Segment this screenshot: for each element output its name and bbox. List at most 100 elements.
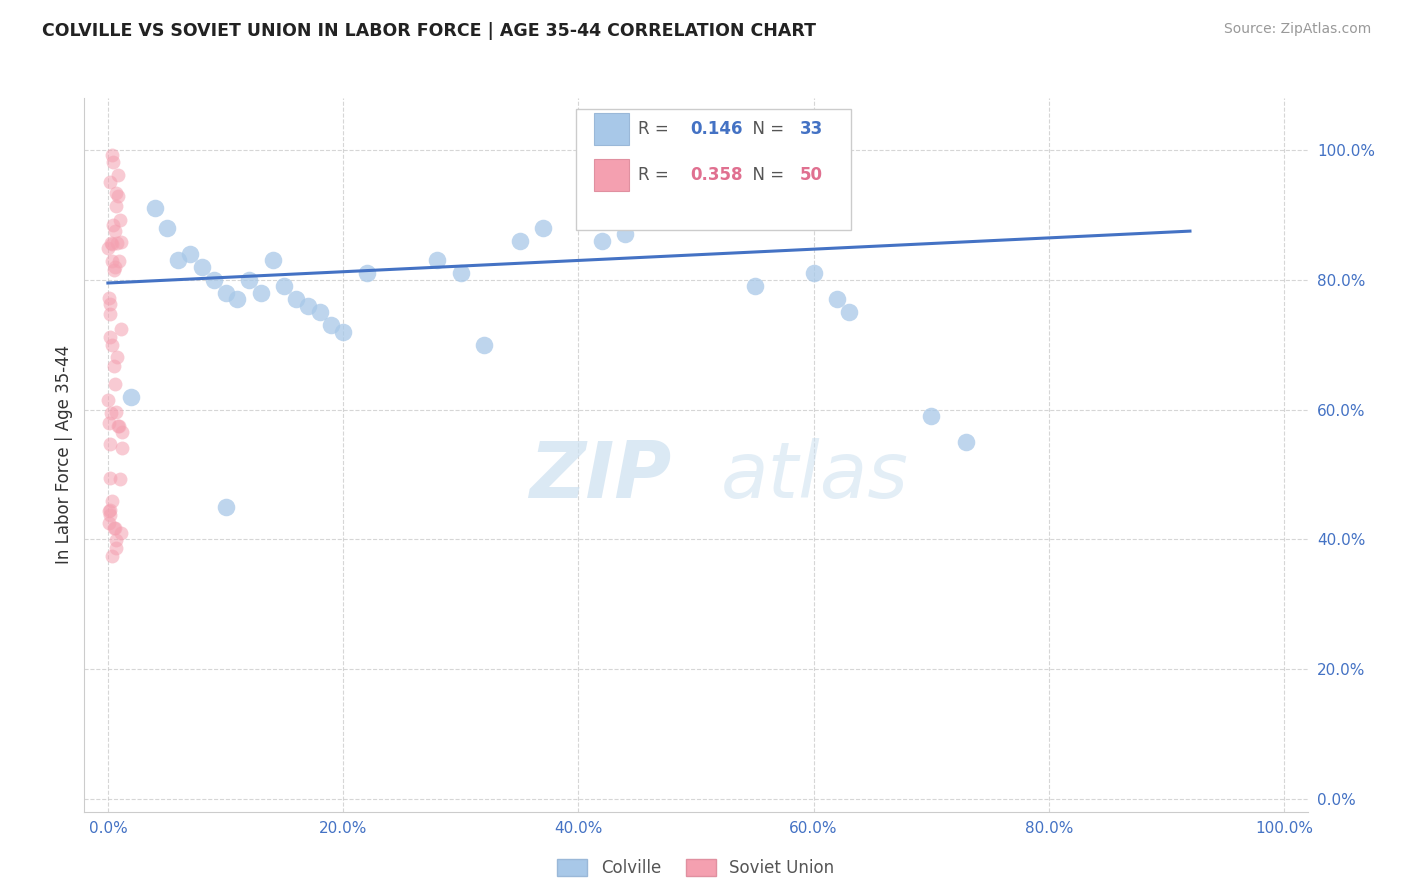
Point bbox=[104, 260, 127, 275]
Point bbox=[108, 213, 131, 227]
Point bbox=[104, 541, 127, 556]
Point bbox=[110, 235, 132, 249]
Point bbox=[97, 392, 120, 407]
Text: N =: N = bbox=[742, 166, 790, 184]
Point bbox=[105, 533, 128, 548]
Point bbox=[104, 224, 127, 238]
Point bbox=[297, 299, 319, 313]
Point bbox=[803, 266, 825, 280]
Point bbox=[273, 279, 295, 293]
Point bbox=[744, 279, 766, 293]
Point bbox=[450, 266, 472, 280]
FancyBboxPatch shape bbox=[576, 109, 851, 230]
Point bbox=[97, 417, 120, 431]
Y-axis label: In Labor Force | Age 35-44: In Labor Force | Age 35-44 bbox=[55, 345, 73, 565]
Point bbox=[97, 504, 120, 518]
Text: N =: N = bbox=[742, 120, 790, 137]
Text: COLVILLE VS SOVIET UNION IN LABOR FORCE | AGE 35-44 CORRELATION CHART: COLVILLE VS SOVIET UNION IN LABOR FORCE … bbox=[42, 22, 815, 40]
Point bbox=[97, 516, 120, 530]
Point bbox=[105, 350, 128, 364]
Point bbox=[356, 266, 378, 280]
Point bbox=[100, 236, 122, 251]
Point bbox=[101, 494, 124, 508]
Point bbox=[509, 234, 531, 248]
Point bbox=[105, 405, 128, 419]
Point bbox=[531, 220, 554, 235]
Point bbox=[105, 199, 128, 213]
Point bbox=[107, 189, 129, 203]
Point bbox=[249, 285, 271, 300]
Point bbox=[214, 285, 236, 300]
Point bbox=[110, 322, 132, 336]
Text: Source: ZipAtlas.com: Source: ZipAtlas.com bbox=[1223, 22, 1371, 37]
Point bbox=[103, 262, 125, 277]
Point bbox=[103, 359, 125, 373]
Text: ZIP: ZIP bbox=[529, 438, 672, 515]
Point bbox=[332, 325, 354, 339]
Point bbox=[107, 418, 129, 433]
Point bbox=[98, 175, 121, 189]
Text: 33: 33 bbox=[800, 120, 823, 137]
Text: 0.146: 0.146 bbox=[690, 120, 742, 137]
Point bbox=[285, 292, 308, 306]
Point bbox=[101, 155, 124, 169]
Point bbox=[107, 168, 129, 182]
Point bbox=[101, 253, 124, 268]
Text: R =: R = bbox=[638, 166, 675, 184]
Point bbox=[100, 236, 122, 251]
Point bbox=[103, 521, 125, 535]
Point bbox=[262, 253, 284, 268]
Point bbox=[591, 234, 613, 248]
Point bbox=[101, 338, 124, 352]
Point bbox=[110, 525, 132, 540]
Point bbox=[101, 549, 124, 564]
Point bbox=[100, 406, 122, 420]
Text: 50: 50 bbox=[800, 166, 823, 184]
Point bbox=[321, 318, 343, 333]
Point bbox=[98, 503, 121, 517]
Point bbox=[100, 508, 122, 522]
Point bbox=[105, 236, 128, 251]
Point bbox=[100, 330, 122, 344]
Text: atlas: atlas bbox=[720, 438, 908, 515]
Legend: Colville, Soviet Union: Colville, Soviet Union bbox=[550, 851, 842, 886]
Point bbox=[614, 227, 637, 242]
Point bbox=[110, 441, 132, 455]
Point bbox=[110, 425, 132, 439]
Point bbox=[108, 253, 131, 268]
Point bbox=[143, 202, 166, 216]
Point bbox=[214, 500, 236, 514]
Text: R =: R = bbox=[638, 120, 675, 137]
Point bbox=[105, 186, 128, 200]
Point bbox=[100, 437, 122, 451]
Point bbox=[98, 297, 121, 311]
Point bbox=[98, 470, 121, 484]
Point bbox=[101, 219, 124, 233]
Point bbox=[226, 292, 249, 306]
Point bbox=[238, 273, 260, 287]
Point bbox=[104, 376, 127, 391]
Point bbox=[308, 305, 330, 319]
Point bbox=[426, 253, 449, 268]
Point bbox=[167, 253, 190, 268]
Point bbox=[98, 291, 121, 305]
Point bbox=[191, 260, 214, 274]
Text: 0.358: 0.358 bbox=[690, 166, 742, 184]
Point bbox=[108, 472, 131, 486]
Point bbox=[120, 390, 142, 404]
Point bbox=[101, 148, 124, 162]
Bar bbox=[595, 112, 628, 145]
Point bbox=[179, 247, 201, 261]
Point bbox=[104, 521, 127, 535]
Bar bbox=[595, 159, 628, 191]
Point bbox=[825, 292, 848, 306]
Point bbox=[156, 220, 179, 235]
Point bbox=[202, 273, 225, 287]
Point bbox=[98, 307, 121, 321]
Point bbox=[920, 409, 942, 423]
Point bbox=[472, 337, 495, 351]
Point bbox=[108, 418, 131, 433]
Point bbox=[955, 434, 977, 449]
Point bbox=[97, 241, 120, 255]
Point bbox=[838, 305, 860, 319]
